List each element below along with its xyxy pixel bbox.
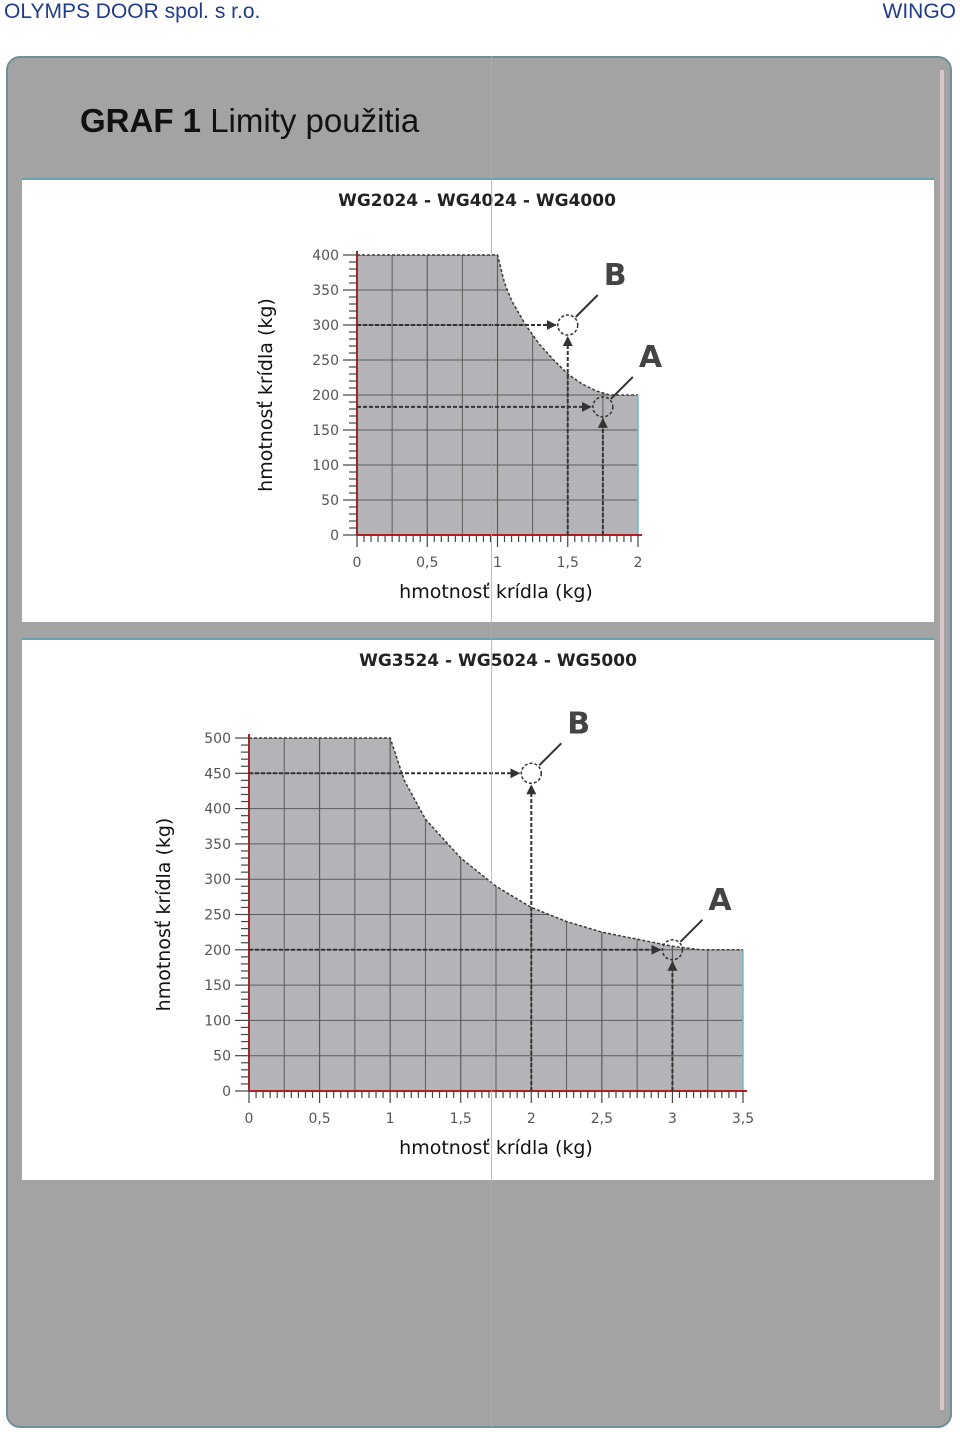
y-tick-label: 0	[330, 528, 339, 544]
point-marker-A	[661, 939, 684, 961]
x-tick-label: 1,5	[557, 555, 579, 571]
y-tick-label: 450	[204, 766, 231, 782]
point-marker-B	[557, 314, 579, 336]
x-tick-label: 0	[245, 1111, 254, 1127]
y-tick-label: 100	[312, 458, 339, 474]
point-label-A: A	[639, 340, 663, 375]
x-tick-label: 0	[353, 555, 362, 571]
chart-title: WG3524 - WG5024 - WG5000	[359, 651, 637, 671]
point-marker-A	[592, 396, 614, 418]
x-tick-label: 0,5	[416, 555, 438, 571]
point-marker-B	[520, 762, 543, 785]
y-tick-label: 400	[204, 802, 231, 818]
x-tick-label: 3,5	[732, 1111, 754, 1127]
point-label-B: B	[604, 258, 627, 293]
y-tick-label: 300	[312, 318, 339, 334]
page-title-number: GRAF 1	[80, 102, 202, 139]
y-tick-label: 400	[312, 248, 339, 264]
chart-card-2: WG3524 - WG5024 - WG5000 0 0,5 1 1,5 2 2,5 3 3,5…	[21, 638, 934, 1180]
y-tick-label: 300	[204, 872, 231, 888]
point-leader-B	[538, 742, 562, 767]
y-tick-label: 150	[312, 423, 339, 439]
company-name: OLYMPS DOOR spol. s r.o.	[4, 0, 261, 23]
x-tick-label: 3	[668, 1111, 677, 1127]
point-leader-A	[679, 919, 704, 943]
y-tick-label: 150	[204, 978, 231, 994]
x-tick-label: 2	[634, 555, 643, 571]
point-label-B: B	[567, 706, 590, 741]
page-title: GRAF 1 Limity použitia	[80, 102, 419, 140]
y-tick-label: 350	[312, 283, 339, 299]
y-tick-label: 200	[312, 388, 339, 404]
panel-edge-strip	[940, 70, 944, 1410]
page-center-guide	[491, 56, 492, 1428]
y-tick-label: 350	[204, 837, 231, 853]
y-axis-label: hmotnosť krídla (kg)	[255, 298, 277, 492]
point-leader-A	[610, 376, 634, 400]
product-name: WINGO	[882, 0, 957, 23]
y-tick-label: 500	[204, 731, 231, 747]
x-tick-label: 2	[527, 1111, 536, 1127]
x-axis-label: hmotnosť krídla (kg)	[399, 1137, 593, 1159]
x-tick-label: 0,5	[308, 1111, 330, 1127]
limit-curve	[357, 254, 638, 396]
chart-card-1: WG2024 - WG4024 - WG4000 0 0,5 1 1,5 2 0 50 100 1…	[21, 178, 934, 622]
y-tick-label: 100	[204, 1013, 231, 1029]
y-axis-label: hmotnosť krídla (kg)	[153, 818, 175, 1012]
x-tick-label: 1	[493, 555, 502, 571]
page-title-text: Limity použitia	[210, 102, 420, 139]
x-tick-label: 2,5	[591, 1111, 613, 1127]
y-tick-label: 50	[213, 1049, 231, 1065]
x-tick-label: 1,5	[450, 1111, 472, 1127]
point-label-A: A	[708, 883, 732, 918]
point-leader-B	[575, 294, 599, 318]
y-tick-label: 50	[321, 493, 339, 509]
y-tick-label: 250	[204, 908, 231, 924]
chart-1: WG2024 - WG4024 - WG4000 0 0,5 1 1,5 2 0 50 100 1…	[255, 191, 663, 603]
x-axis-label: hmotnosť krídla (kg)	[399, 581, 593, 603]
limit-curve	[249, 737, 743, 951]
y-tick-label: 0	[222, 1084, 231, 1100]
chart-2: WG3524 - WG5024 - WG5000 0 0,5 1 1,5 2 2,5 3 3,5…	[153, 651, 754, 1159]
y-tick-label: 250	[312, 353, 339, 369]
y-tick-label: 200	[204, 943, 231, 959]
chart-title: WG2024 - WG4024 - WG4000	[338, 191, 616, 211]
x-tick-label: 1	[386, 1111, 395, 1127]
